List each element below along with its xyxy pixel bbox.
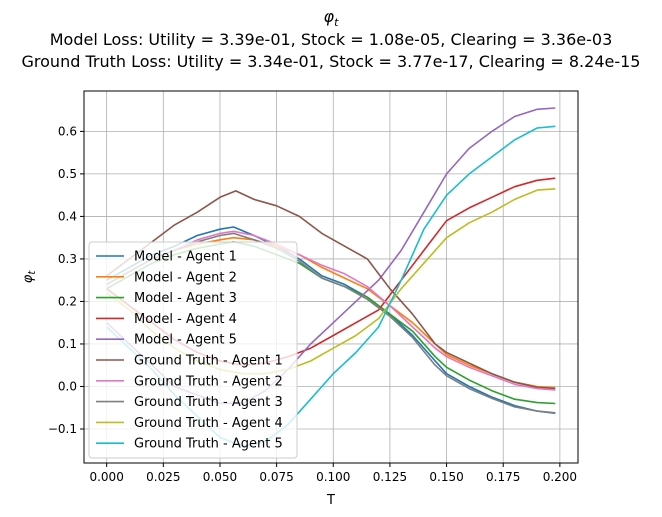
legend-label-1: Model - Agent 1 — [134, 250, 237, 265]
legend-label-4: Model - Agent 4 — [134, 312, 237, 327]
legend-label-8: Ground Truth - Agent 3 — [134, 395, 283, 410]
legend-label-9: Ground Truth - Agent 4 — [134, 416, 283, 431]
chart-subtitle-line-1: Model Loss: Utility = 3.39e-01, Stock = … — [50, 30, 613, 49]
y-tick-label: 0.5 — [58, 167, 77, 181]
legend: Model - Agent 1 Model - Agent 2 Model - Ag… — [88, 241, 298, 459]
legend-label-2: Model - Agent 2 — [134, 270, 237, 285]
y-axis-ticks: −0.1 0.0 0.1 0.2 0.3 0.4 0.5 0.6 — [48, 124, 84, 436]
legend-label-3: Model - Agent 3 — [134, 291, 237, 306]
y-tick-label: 0.0 — [58, 379, 77, 393]
chart-title: φt — [324, 7, 340, 29]
x-tick-label: 0.050 — [203, 470, 237, 484]
x-tick-label: 0.200 — [543, 470, 577, 484]
legend-label-10: Ground Truth - Agent 5 — [134, 437, 283, 452]
y-tick-label: 0.3 — [58, 252, 77, 266]
y-tick-label: −0.1 — [48, 422, 77, 436]
legend-label-7: Ground Truth - Agent 2 — [134, 374, 283, 389]
y-tick-label: 0.1 — [58, 337, 77, 351]
x-tick-label: 0.175 — [486, 470, 520, 484]
legend-box — [88, 241, 298, 459]
x-tick-label: 0.075 — [259, 470, 293, 484]
x-axis-label: T — [326, 493, 335, 508]
series-line-1 — [106, 226, 556, 415]
x-tick-label: 0.025 — [146, 470, 180, 484]
series-line-6 — [106, 190, 556, 390]
x-axis-ticks: 0.000 0.025 0.050 0.075 0.100 0.125 0.150 0.175… — [89, 463, 577, 484]
y-axis-label: φt — [21, 270, 38, 284]
x-tick-label: 0.100 — [316, 470, 350, 484]
legend-label-6: Ground Truth - Agent 1 — [134, 354, 283, 369]
y-tick-label: 0.2 — [58, 294, 77, 308]
y-tick-label: 0.4 — [58, 209, 77, 223]
x-tick-label: 0.000 — [89, 470, 123, 484]
y-tick-label: 0.6 — [58, 124, 77, 138]
chart-subtitle-line-2: Ground Truth Loss: Utility = 3.34e-01, S… — [22, 52, 641, 71]
x-tick-label: 0.125 — [373, 470, 407, 484]
x-tick-label: 0.150 — [429, 470, 463, 484]
plot-frame — [83, 90, 579, 464]
legend-label-5: Model - Agent 5 — [134, 333, 237, 348]
